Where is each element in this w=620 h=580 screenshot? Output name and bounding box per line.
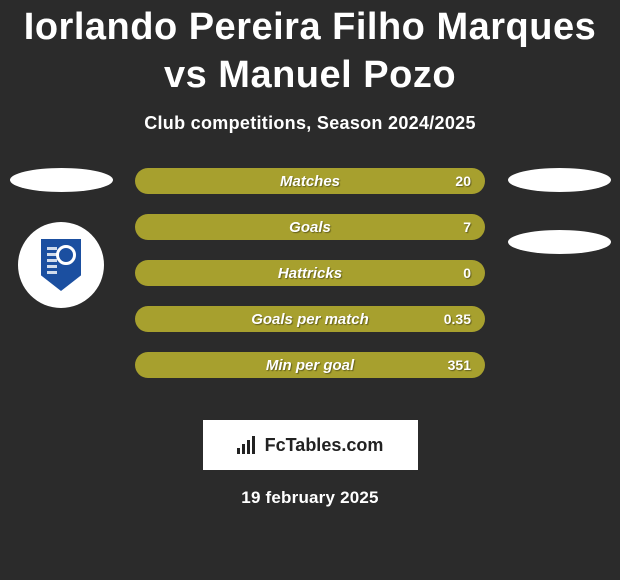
stat-bar-matches: Matches 20	[135, 168, 485, 194]
comparison-body: Matches 20 Goals 7 Hattricks 0 Goals per…	[0, 168, 620, 398]
stat-label: Goals per match	[251, 311, 369, 328]
comparison-title: Iorlando Pereira Filho Marques vs Manuel…	[0, 0, 620, 99]
stat-bar-min-per-goal: Min per goal 351	[135, 352, 485, 378]
source-badge: FcTables.com	[203, 420, 418, 470]
stat-label: Hattricks	[278, 265, 342, 282]
stat-value: 7	[463, 219, 471, 235]
stat-bars: Matches 20 Goals 7 Hattricks 0 Goals per…	[135, 168, 485, 378]
shield-icon	[41, 239, 81, 291]
source-badge-text: FcTables.com	[265, 435, 384, 456]
player-right-club-oval	[508, 230, 611, 254]
stat-value: 20	[455, 173, 471, 189]
stat-label: Min per goal	[266, 357, 354, 374]
stat-value: 0.35	[444, 311, 471, 327]
stat-label: Goals	[289, 219, 331, 236]
player-left-club-crest	[18, 222, 104, 308]
player-right-name-oval	[508, 168, 611, 192]
comparison-subtitle: Club competitions, Season 2024/2025	[0, 113, 620, 134]
stat-bar-goals: Goals 7	[135, 214, 485, 240]
player-left-column	[6, 168, 116, 308]
stat-label: Matches	[280, 173, 340, 190]
player-right-column	[504, 168, 614, 254]
stat-value: 0	[463, 265, 471, 281]
stat-bar-goals-per-match: Goals per match 0.35	[135, 306, 485, 332]
player-left-name-oval	[10, 168, 113, 192]
snapshot-date: 19 february 2025	[0, 488, 620, 508]
stat-value: 351	[448, 357, 471, 373]
bar-chart-icon	[237, 436, 259, 454]
stat-bar-hattricks: Hattricks 0	[135, 260, 485, 286]
